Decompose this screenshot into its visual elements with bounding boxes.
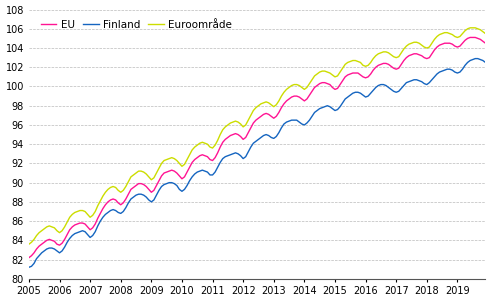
EU <box>80 221 85 225</box>
Finland <box>33 257 39 260</box>
Euroområde <box>120 188 126 192</box>
Finland <box>483 61 489 64</box>
Euroområde <box>432 37 437 41</box>
Euroområde <box>33 234 39 237</box>
Finland <box>472 57 478 60</box>
Euroområde <box>470 26 476 30</box>
EU <box>33 247 39 251</box>
Finland <box>26 265 32 269</box>
Euroområde <box>80 209 85 212</box>
EU <box>26 256 32 259</box>
Finland <box>432 75 437 79</box>
EU <box>199 153 205 156</box>
EU <box>470 36 476 39</box>
Line: Euroområde: Euroområde <box>29 28 486 244</box>
Finland <box>199 168 205 172</box>
Euroområde <box>199 140 205 144</box>
Line: Finland: Finland <box>29 59 486 267</box>
EU <box>432 48 437 52</box>
EU <box>467 36 473 39</box>
Line: EU: EU <box>29 37 486 258</box>
Finland <box>467 59 473 62</box>
Euroområde <box>467 26 473 30</box>
Euroområde <box>483 32 489 35</box>
EU <box>483 41 489 45</box>
Legend: EU, Finland, Euroområde: EU, Finland, Euroområde <box>39 18 234 32</box>
Finland <box>80 229 85 233</box>
Euroområde <box>26 243 32 246</box>
Finland <box>120 210 126 213</box>
EU <box>120 201 126 205</box>
